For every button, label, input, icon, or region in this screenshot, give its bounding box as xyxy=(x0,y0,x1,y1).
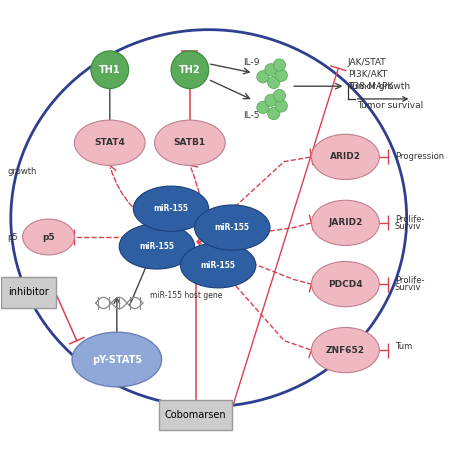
FancyBboxPatch shape xyxy=(159,400,232,430)
Text: growth: growth xyxy=(7,166,36,175)
Circle shape xyxy=(265,94,277,107)
Circle shape xyxy=(257,71,269,83)
Text: p5: p5 xyxy=(42,233,55,241)
Circle shape xyxy=(268,76,280,89)
Text: miR-155: miR-155 xyxy=(154,204,189,213)
Text: pY-STAT5: pY-STAT5 xyxy=(92,355,142,365)
Ellipse shape xyxy=(23,219,74,255)
FancyBboxPatch shape xyxy=(1,277,55,308)
Ellipse shape xyxy=(311,134,379,180)
Ellipse shape xyxy=(195,205,270,250)
Text: P38-MAPK: P38-MAPK xyxy=(348,82,393,91)
Text: ZNF652: ZNF652 xyxy=(326,346,365,355)
Text: inhibitor: inhibitor xyxy=(8,287,49,297)
Ellipse shape xyxy=(311,200,379,246)
Text: TH2: TH2 xyxy=(179,65,201,75)
Ellipse shape xyxy=(72,332,162,387)
Circle shape xyxy=(273,90,285,102)
Circle shape xyxy=(275,100,287,112)
Text: JARID2: JARID2 xyxy=(328,219,363,228)
Circle shape xyxy=(275,69,287,82)
Text: Tumor survival: Tumor survival xyxy=(357,100,423,109)
Text: PDCD4: PDCD4 xyxy=(328,280,363,289)
Circle shape xyxy=(171,51,209,89)
Text: STAT4: STAT4 xyxy=(94,138,125,147)
Ellipse shape xyxy=(133,186,209,231)
Text: SATB1: SATB1 xyxy=(174,138,206,147)
Text: TH1: TH1 xyxy=(99,65,120,75)
Text: miR-155: miR-155 xyxy=(201,261,236,270)
Text: ARID2: ARID2 xyxy=(330,153,361,161)
Text: IL-5: IL-5 xyxy=(243,111,259,120)
Circle shape xyxy=(91,51,128,89)
Ellipse shape xyxy=(311,262,379,307)
Text: miR-155: miR-155 xyxy=(215,223,250,232)
Text: miR-155: miR-155 xyxy=(139,242,174,251)
Text: Tum: Tum xyxy=(395,342,412,351)
Text: Surviv: Surviv xyxy=(395,283,421,292)
Text: Prolife-: Prolife- xyxy=(395,276,424,285)
Text: miR-155 host gene: miR-155 host gene xyxy=(150,292,222,301)
Ellipse shape xyxy=(155,120,225,165)
Text: Prolife-: Prolife- xyxy=(395,215,424,224)
Text: p5: p5 xyxy=(7,233,18,241)
Text: Surviv: Surviv xyxy=(395,222,421,231)
Text: JAK/STAT: JAK/STAT xyxy=(348,58,386,67)
Ellipse shape xyxy=(181,243,256,288)
Ellipse shape xyxy=(311,328,379,373)
Text: IL-9: IL-9 xyxy=(243,58,259,67)
Circle shape xyxy=(273,59,285,71)
Circle shape xyxy=(257,101,269,114)
Text: Progression: Progression xyxy=(395,153,444,161)
Text: PI3K/AKT: PI3K/AKT xyxy=(348,70,387,79)
Ellipse shape xyxy=(119,224,195,269)
Ellipse shape xyxy=(74,120,145,165)
Circle shape xyxy=(268,108,280,119)
Text: Cobomarsen: Cobomarsen xyxy=(165,410,227,420)
Text: Tumor growth: Tumor growth xyxy=(348,82,410,91)
Circle shape xyxy=(265,64,277,76)
